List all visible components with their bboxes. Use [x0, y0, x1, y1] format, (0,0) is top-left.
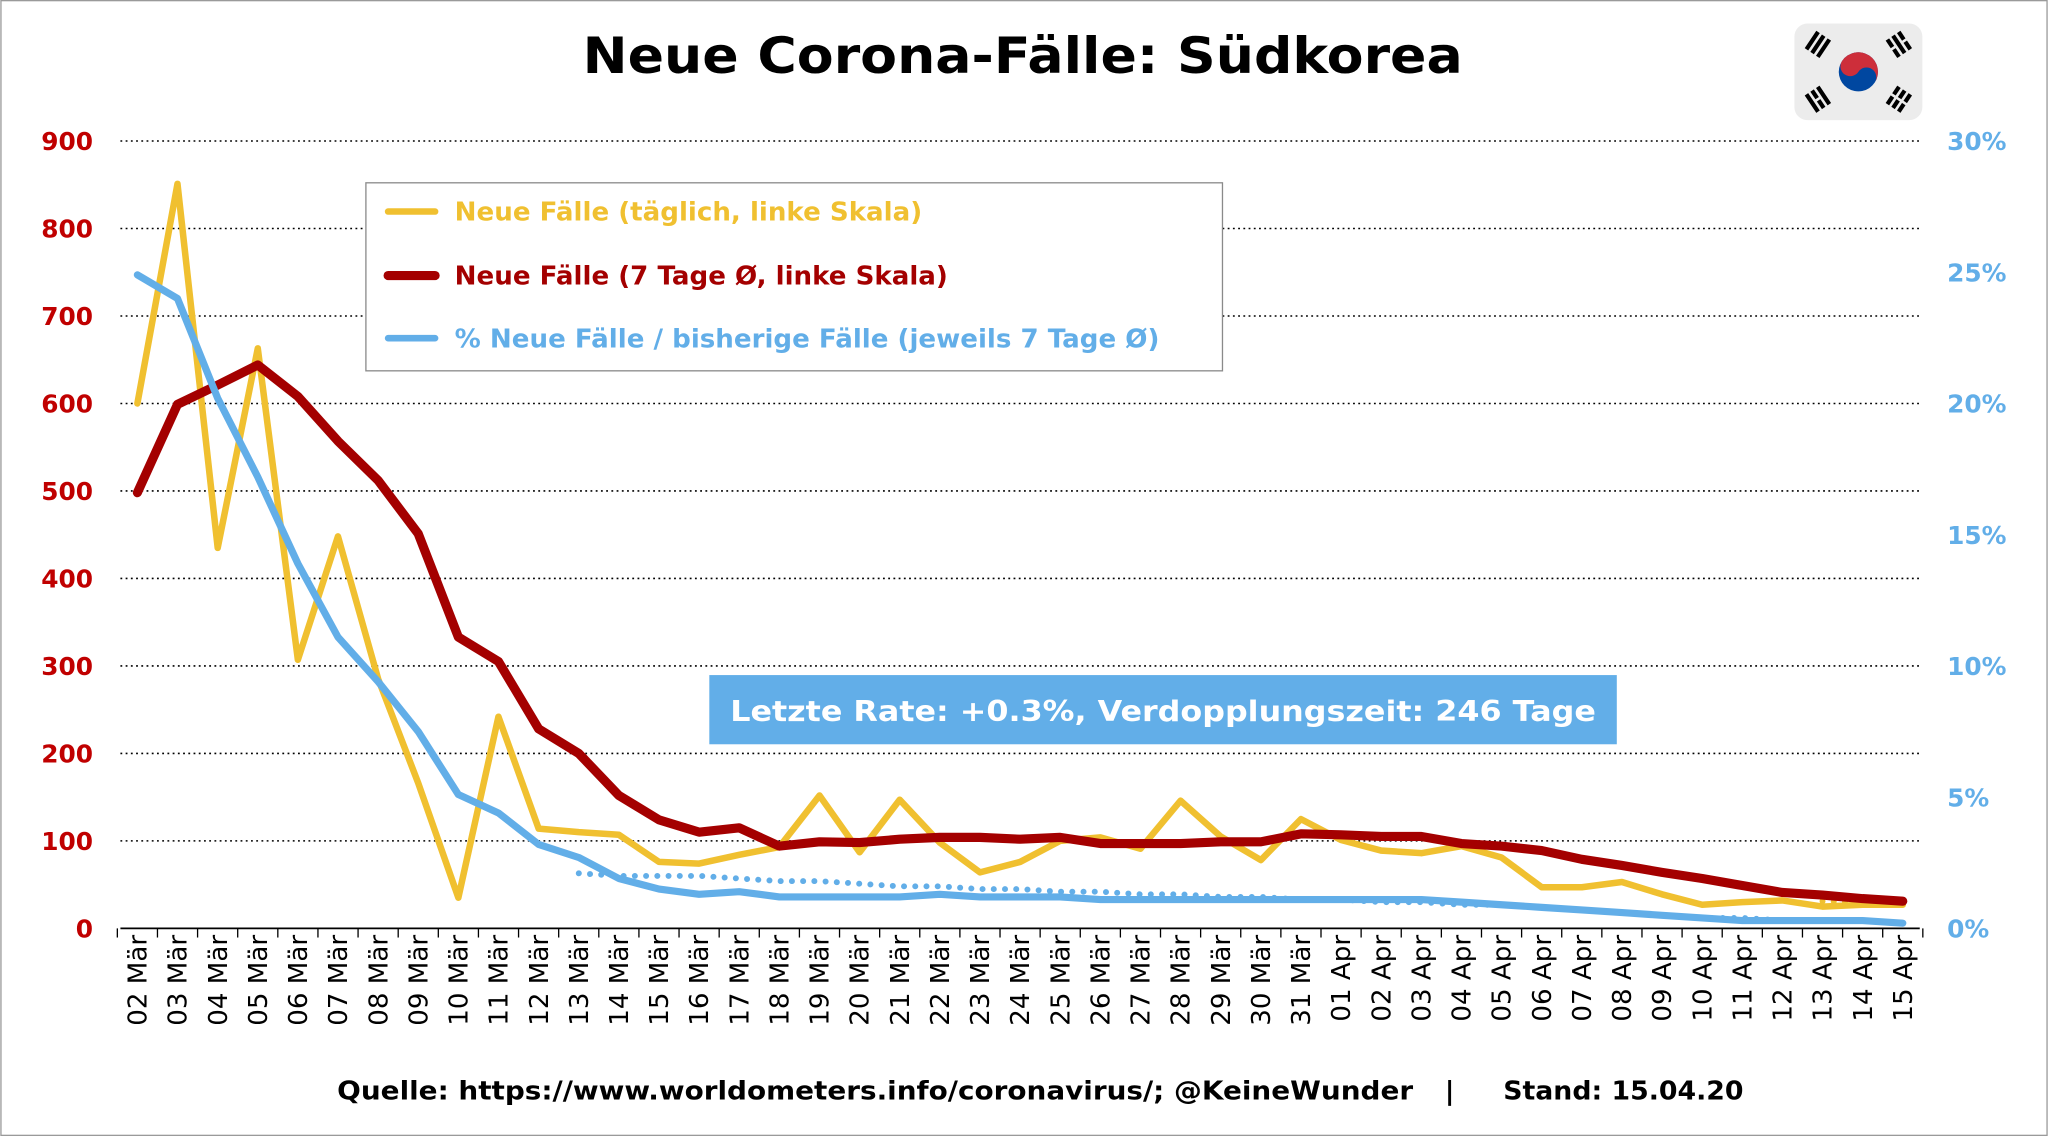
- series-line-daily-new-cases: [134, 180, 1907, 910]
- chart-title: Neue Corona-Fälle: Südkorea: [583, 27, 1463, 85]
- legend-box: [365, 182, 1224, 372]
- x-axis: 02 Mär 03 Mär 04 Mär 05 Mär 06 Mär 07 Mär 08 M…: [124, 935, 1919, 1026]
- y-left-axis: 0 100 200 300 400 500 600 700 800 900: [41, 127, 93, 943]
- x-tick-label: 13 Mär: [565, 935, 595, 1026]
- x-tick-label: 07 Mär: [324, 935, 354, 1026]
- x-tick-label: 03 Mär: [164, 935, 194, 1026]
- x-tick-marks: [116, 928, 1924, 938]
- x-tick-label: 07 Apr: [1568, 935, 1598, 1022]
- series-line-growth-rate: [133, 271, 1907, 927]
- x-tick-label: 09 Mär: [404, 935, 434, 1026]
- y-right-tick-label: 25%: [1947, 258, 2007, 287]
- y-left-tick-label: 300: [41, 652, 93, 681]
- x-tick-label: 24 Mär: [1006, 935, 1036, 1026]
- x-tick-label: 15 Mär: [645, 935, 675, 1026]
- y-left-tick-label: 500: [41, 477, 93, 506]
- x-tick-label: 14 Apr: [1849, 935, 1879, 1022]
- x-tick-label: 20 Mär: [846, 935, 876, 1026]
- trigram-ri: [1804, 85, 1832, 113]
- rate-annotation-box: [709, 675, 1617, 745]
- x-tick-label: 08 Mär: [364, 935, 394, 1026]
- y-right-axis: 0% 5% 10% 15% 20% 25% 30%: [1947, 127, 2007, 943]
- x-tick-label: 01 Apr: [1327, 935, 1357, 1022]
- y-left-tick-label: 0: [76, 915, 93, 944]
- x-tick-label: 09 Apr: [1648, 935, 1678, 1022]
- x-tick-label: 29 Mär: [1207, 935, 1237, 1026]
- y-left-tick-label: 700: [41, 302, 93, 331]
- x-tick-label: 11 Apr: [1728, 935, 1758, 1022]
- x-tick-label: 19 Mär: [806, 935, 836, 1026]
- x-tick-label: 13 Apr: [1809, 935, 1839, 1022]
- x-tick-label: 18 Mär: [765, 935, 795, 1026]
- trigram-gon: [1885, 85, 1913, 113]
- x-tick-label: 17 Mär: [725, 935, 755, 1026]
- x-tick-label: 14 Mär: [605, 935, 635, 1026]
- x-tick-label: 31 Mär: [1287, 935, 1317, 1026]
- x-tick-label: 28 Mär: [1167, 935, 1197, 1026]
- x-tick-label: 02 Apr: [1367, 935, 1397, 1022]
- legend-label-growth-rate: % Neue Fälle / bisherige Fälle (jeweils …: [455, 324, 1160, 354]
- y-right-tick-label: 0%: [1947, 915, 1989, 944]
- x-tick-label: 11 Mär: [485, 935, 515, 1026]
- x-tick-label: 02 Mär: [124, 935, 154, 1026]
- x-tick-label: 16 Mär: [685, 935, 715, 1026]
- x-tick-label: 10 Mär: [445, 935, 475, 1026]
- y-left-tick-label: 800: [41, 215, 93, 244]
- footer-date: Stand: 15.04.20: [1503, 1076, 1743, 1106]
- x-tick-label: 06 Mär: [284, 935, 314, 1026]
- y-right-tick-label: 10%: [1947, 652, 2007, 681]
- footer-separator: |: [1445, 1076, 1455, 1106]
- legend: Neue Fälle (täglich, linke Skala) Neue F…: [365, 182, 1224, 372]
- series-line-7day-average: [132, 360, 1908, 906]
- x-tick-label: 05 Apr: [1488, 935, 1518, 1022]
- y-left-tick-label: 200: [41, 740, 93, 769]
- x-tick-label: 15 Apr: [1889, 935, 1919, 1022]
- x-tick-label: 04 Mär: [204, 935, 234, 1026]
- plot-series: [132, 180, 1908, 927]
- footer: Quelle: https://www.worldometers.info/co…: [337, 1076, 1743, 1106]
- y-left-tick-label: 400: [41, 565, 93, 594]
- y-right-tick-label: 15%: [1947, 521, 2007, 550]
- legend-label-7day-average: Neue Fälle (7 Tage Ø, linke Skala): [455, 262, 948, 292]
- x-tick-label: 23 Mär: [966, 935, 996, 1026]
- trigram-gam: [1885, 30, 1913, 59]
- x-tick-label: 03 Apr: [1407, 935, 1437, 1022]
- x-tick-label: 26 Mär: [1086, 935, 1116, 1026]
- x-tick-label: 22 Mär: [926, 935, 956, 1026]
- x-tick-label: 12 Mär: [525, 935, 555, 1026]
- y-left-tick-label: 900: [41, 127, 93, 156]
- rate-annotation: Letzte Rate: +0.3%, Verdopplungszeit: 24…: [709, 675, 1617, 745]
- x-tick-label: 10 Apr: [1688, 935, 1718, 1022]
- y-right-tick-label: 5%: [1947, 783, 1989, 812]
- x-tick-label: 12 Apr: [1769, 935, 1799, 1022]
- y-right-tick-label: 20%: [1947, 390, 2007, 419]
- x-tick-label: 27 Mär: [1127, 935, 1157, 1026]
- x-tick-label: 08 Apr: [1608, 935, 1638, 1022]
- trigram-geon: [1804, 30, 1832, 59]
- y-right-tick-label: 30%: [1947, 127, 2007, 156]
- x-tick-label: 06 Apr: [1528, 935, 1558, 1022]
- y-left-tick-label: 600: [41, 390, 93, 419]
- legend-label-daily-new-cases: Neue Fälle (täglich, linke Skala): [455, 198, 923, 228]
- south-korea-flag-icon: [1794, 23, 1923, 121]
- x-tick-label: 25 Mär: [1046, 935, 1076, 1026]
- rate-annotation-text: Letzte Rate: +0.3%, Verdopplungszeit: 24…: [730, 694, 1596, 728]
- x-tick-label: 04 Apr: [1448, 935, 1478, 1022]
- y-left-tick-label: 100: [41, 827, 93, 856]
- x-tick-label: 30 Mär: [1247, 935, 1277, 1026]
- footer-source: Quelle: https://www.worldometers.info/co…: [337, 1076, 1413, 1106]
- x-tick-label: 21 Mär: [886, 935, 916, 1026]
- x-tick-label: 05 Mär: [244, 935, 274, 1026]
- taegeuk-symbol: [1838, 52, 1878, 92]
